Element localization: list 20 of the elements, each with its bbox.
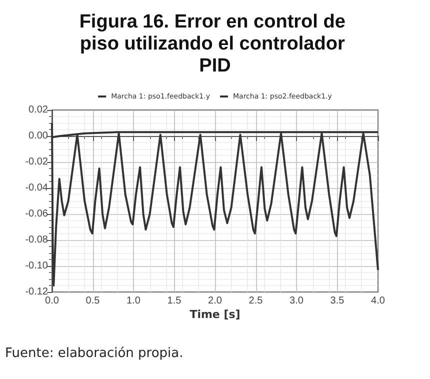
y-tick-label: 0.00 bbox=[28, 130, 48, 142]
x-tick-label: 1.0 bbox=[126, 296, 141, 306]
y-tick-label: 0.02 bbox=[28, 104, 48, 116]
source-note: Fuente: elaboración propia. bbox=[5, 346, 184, 361]
x-tick-label: 2.0 bbox=[208, 296, 222, 306]
x-tick-label: 3.0 bbox=[290, 296, 304, 306]
x-tick-label: 2.5 bbox=[248, 296, 264, 306]
y-tick-label: -0.08 bbox=[25, 234, 48, 246]
x-axis-title: Time [s] bbox=[190, 308, 240, 321]
y-tick-label: -0.02 bbox=[25, 156, 48, 168]
x-tick-label: 4.0 bbox=[371, 296, 386, 306]
y-tick-label: -0.06 bbox=[25, 208, 48, 220]
y-tick-label: -0.04 bbox=[25, 182, 48, 194]
x-tick-label: 0.0 bbox=[45, 296, 60, 306]
y-tick-label: -0.12 bbox=[25, 286, 48, 298]
chart-title: Figura 16. Error en control de piso utilizando el controlador PID bbox=[79, 12, 351, 76]
x-tick-label: 1.5 bbox=[167, 296, 182, 306]
y-tick-label: -0.10 bbox=[25, 260, 48, 272]
x-tick-label: 3.5 bbox=[330, 296, 345, 306]
x-tick-label: 0.5 bbox=[86, 296, 100, 306]
